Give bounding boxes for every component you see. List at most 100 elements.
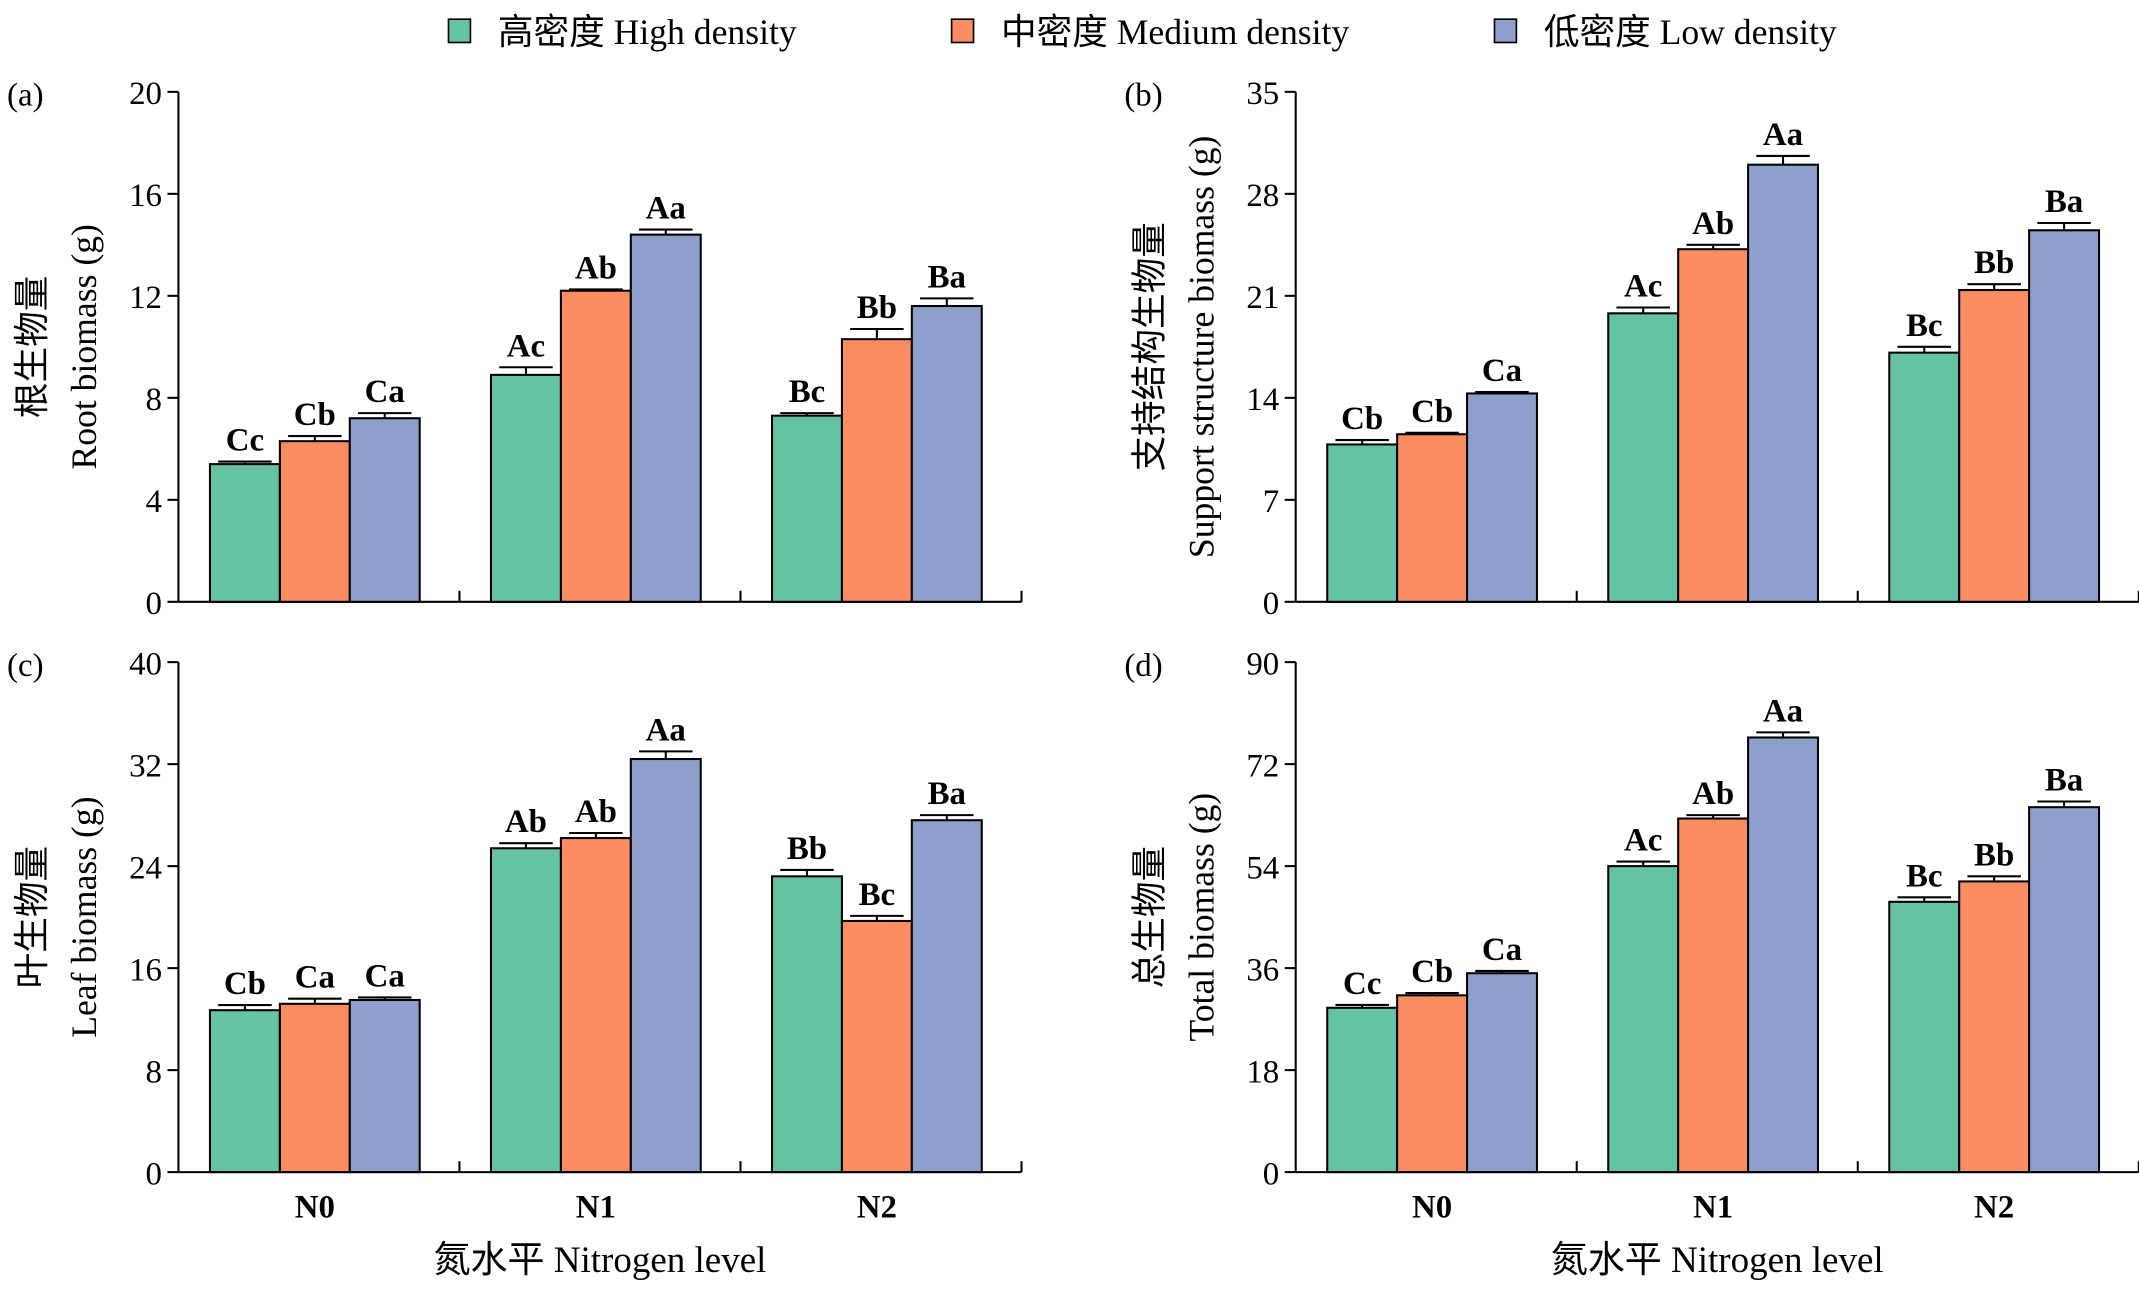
y-axis-label: Root biomass (g) <box>64 224 104 469</box>
panel-label: (b) <box>1124 78 1162 114</box>
bar-N0-0 <box>1326 443 1399 603</box>
bar-N0-2 <box>348 417 421 603</box>
significance-label: Cb <box>1411 954 1453 990</box>
significance-label: Cb <box>294 397 336 433</box>
y-tick-label: 21 <box>1246 280 1279 316</box>
panel-d: 0 18 36 54 72 90 (d) 总生物量 Total biomass (g) N0 Cc C… <box>1124 646 2139 1281</box>
y-tick-label: 20 <box>129 76 162 112</box>
significance-label: Ca <box>365 374 405 410</box>
legend: 高密度 High density 中密度 Medium density 低密度 Lo… <box>447 12 1837 52</box>
y-tick-label: 0 <box>1263 586 1279 622</box>
significance-label: Ba <box>2045 763 2083 799</box>
significance-label: Bc <box>1906 858 1943 894</box>
y-tick-label: 18 <box>1246 1054 1279 1090</box>
y-tick-label: 32 <box>129 748 162 784</box>
significance-label: Aa <box>646 712 686 748</box>
bar-N1-0 <box>1607 865 1680 1174</box>
x-axis-label: 氮水平 Nitrogen level <box>1551 1239 1884 1281</box>
significance-label: Ba <box>2045 184 2083 220</box>
y-axis-label-cn: 总生物量 <box>1129 846 1169 988</box>
panel-a: 0 4 8 12 16 20 (a) 根生物量 Root biomass (g) Cc Cb Ca Ac… <box>7 76 1023 622</box>
y-tick-label: 16 <box>129 178 162 214</box>
bar-N1-1 <box>559 837 632 1174</box>
y-axis-label: Total biomass (g) <box>1181 793 1221 1042</box>
y-tick-label: 35 <box>1246 76 1279 112</box>
significance-label: Bb <box>787 831 827 867</box>
y-axis-label: Leaf biomass (g) <box>64 796 104 1037</box>
significance-label: Aa <box>1763 117 1803 153</box>
significance-label: Bc <box>789 374 826 410</box>
significance-label: Cc <box>1343 966 1381 1002</box>
significance-label: Cb <box>1341 401 1383 437</box>
bar-N0-0 <box>1326 1006 1399 1174</box>
significance-label: Ba <box>928 259 966 295</box>
y-tick-label: 24 <box>129 850 162 886</box>
y-tick-label: 72 <box>1246 748 1279 784</box>
y-tick-label: 8 <box>146 382 162 418</box>
significance-label: Ca <box>365 958 405 994</box>
bar-N2-1 <box>840 919 913 1174</box>
y-tick-label: 90 <box>1246 646 1279 682</box>
bar-N2-0 <box>1888 351 1961 603</box>
bar-N0-2 <box>348 998 421 1174</box>
y-tick-label: 0 <box>1263 1156 1279 1192</box>
significance-label: Ac <box>1624 269 1662 305</box>
y-tick-label: 14 <box>1246 382 1279 418</box>
significance-label: Ab <box>1692 776 1734 812</box>
y-tick-label: 4 <box>146 484 162 520</box>
bar-N1-1 <box>1677 817 1750 1174</box>
y-tick-label: 0 <box>146 1156 162 1192</box>
legend-label-2: 低密度 Low density <box>1544 12 1837 52</box>
significance-label: Cb <box>224 966 266 1002</box>
bar-N2-1 <box>840 338 913 603</box>
significance-label: Ab <box>575 794 617 830</box>
bar-N2-1 <box>1958 288 2031 603</box>
x-tick-label: N2 <box>1974 1189 2014 1225</box>
y-tick-label: 54 <box>1246 850 1279 886</box>
y-tick-label: 36 <box>1246 952 1279 988</box>
y-tick-label: 8 <box>146 1054 162 1090</box>
significance-label: Aa <box>1763 693 1803 729</box>
bar-N2-0 <box>770 414 843 603</box>
legend-label-1: 中密度 Medium density <box>1001 12 1350 52</box>
y-tick-label: 12 <box>129 280 162 316</box>
significance-label: Bb <box>1974 245 2014 281</box>
bar-N1-2 <box>629 758 702 1174</box>
bar-N2-0 <box>1888 900 1961 1174</box>
bar-N0-2 <box>1466 392 1538 603</box>
panel-label: (a) <box>7 78 44 114</box>
significance-label: Bb <box>1974 837 2014 873</box>
significance-label: Bc <box>1906 308 1943 344</box>
significance-label: Ca <box>1482 932 1522 968</box>
bar-N2-2 <box>2028 806 2101 1174</box>
y-tick-label: 40 <box>129 646 162 682</box>
bar-N1-2 <box>629 233 702 603</box>
panel-label: (d) <box>1124 648 1162 684</box>
significance-label: Bb <box>857 290 897 326</box>
panel-c: 0 8 16 24 32 40 (c) 叶生物量 Leaf biomass (g) N0 Cb Ca C… <box>7 646 1023 1281</box>
x-axis-label: 氮水平 Nitrogen level <box>434 1239 767 1281</box>
bar-N2-0 <box>770 875 843 1174</box>
significance-label: Ab <box>575 250 617 286</box>
y-axis-label-cn: 支持结构生物量 <box>1129 222 1169 471</box>
bar-N0-1 <box>278 440 351 603</box>
bar-N2-2 <box>910 819 983 1174</box>
x-tick-label: N0 <box>295 1189 335 1225</box>
y-tick-label: 7 <box>1263 484 1279 520</box>
significance-label: Cc <box>226 423 264 459</box>
bar-N2-1 <box>1958 880 2031 1174</box>
bar-N2-2 <box>910 305 983 603</box>
significance-label: Ba <box>928 776 966 812</box>
bar-N0-0 <box>208 1009 281 1174</box>
y-tick-label: 16 <box>129 952 162 988</box>
y-axis-label-cn: 叶生物量 <box>12 846 52 988</box>
significance-label: Ab <box>1692 206 1734 242</box>
bar-N1-2 <box>1747 736 1820 1174</box>
panel-b: 0 7 14 21 28 35 (b) 支持结构生物量 Support structure bi… <box>1124 76 2139 622</box>
significance-label: Aa <box>646 191 686 227</box>
x-tick-label: N1 <box>1693 1189 1733 1225</box>
bar-N0-2 <box>1466 972 1538 1174</box>
legend-swatch-2 <box>1493 18 1518 44</box>
y-tick-label: 0 <box>146 586 162 622</box>
